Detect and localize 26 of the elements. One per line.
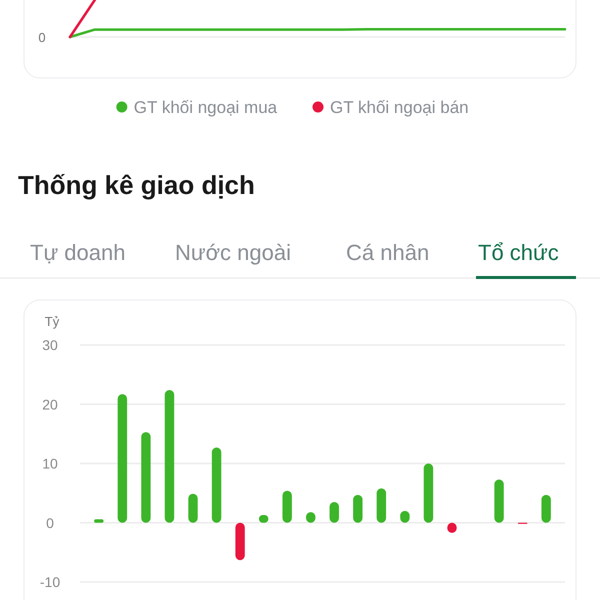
y-tick-label: 10 — [42, 456, 58, 472]
text: Cá nhân — [346, 240, 430, 265]
bar — [376, 488, 386, 523]
bar — [353, 494, 363, 523]
legend-label: GT khối ngoại bán — [330, 98, 469, 117]
text: Nước ngoài — [175, 240, 291, 265]
bar — [212, 448, 222, 523]
bar — [282, 490, 292, 523]
bar — [235, 522, 245, 560]
bar — [330, 502, 339, 523]
y-axis-title: Tỷ — [44, 314, 60, 329]
y-tick-label: 0 — [46, 514, 54, 531]
bar — [424, 464, 434, 523]
legend-label: GT khối ngoại mua — [134, 98, 278, 117]
bar — [494, 479, 504, 523]
y-tick-label: 30 — [42, 337, 58, 353]
y-tick-label: -10 — [40, 574, 60, 590]
bar — [541, 494, 551, 523]
bar — [164, 390, 174, 523]
y-tick-label: 20 — [42, 396, 58, 412]
bar — [94, 519, 104, 523]
text: Tự doanh — [30, 240, 126, 265]
bar — [118, 394, 128, 523]
chart-title: Thống kê giao dịch — [18, 170, 255, 200]
bar — [141, 432, 151, 523]
text: Tổ chức — [478, 240, 559, 265]
